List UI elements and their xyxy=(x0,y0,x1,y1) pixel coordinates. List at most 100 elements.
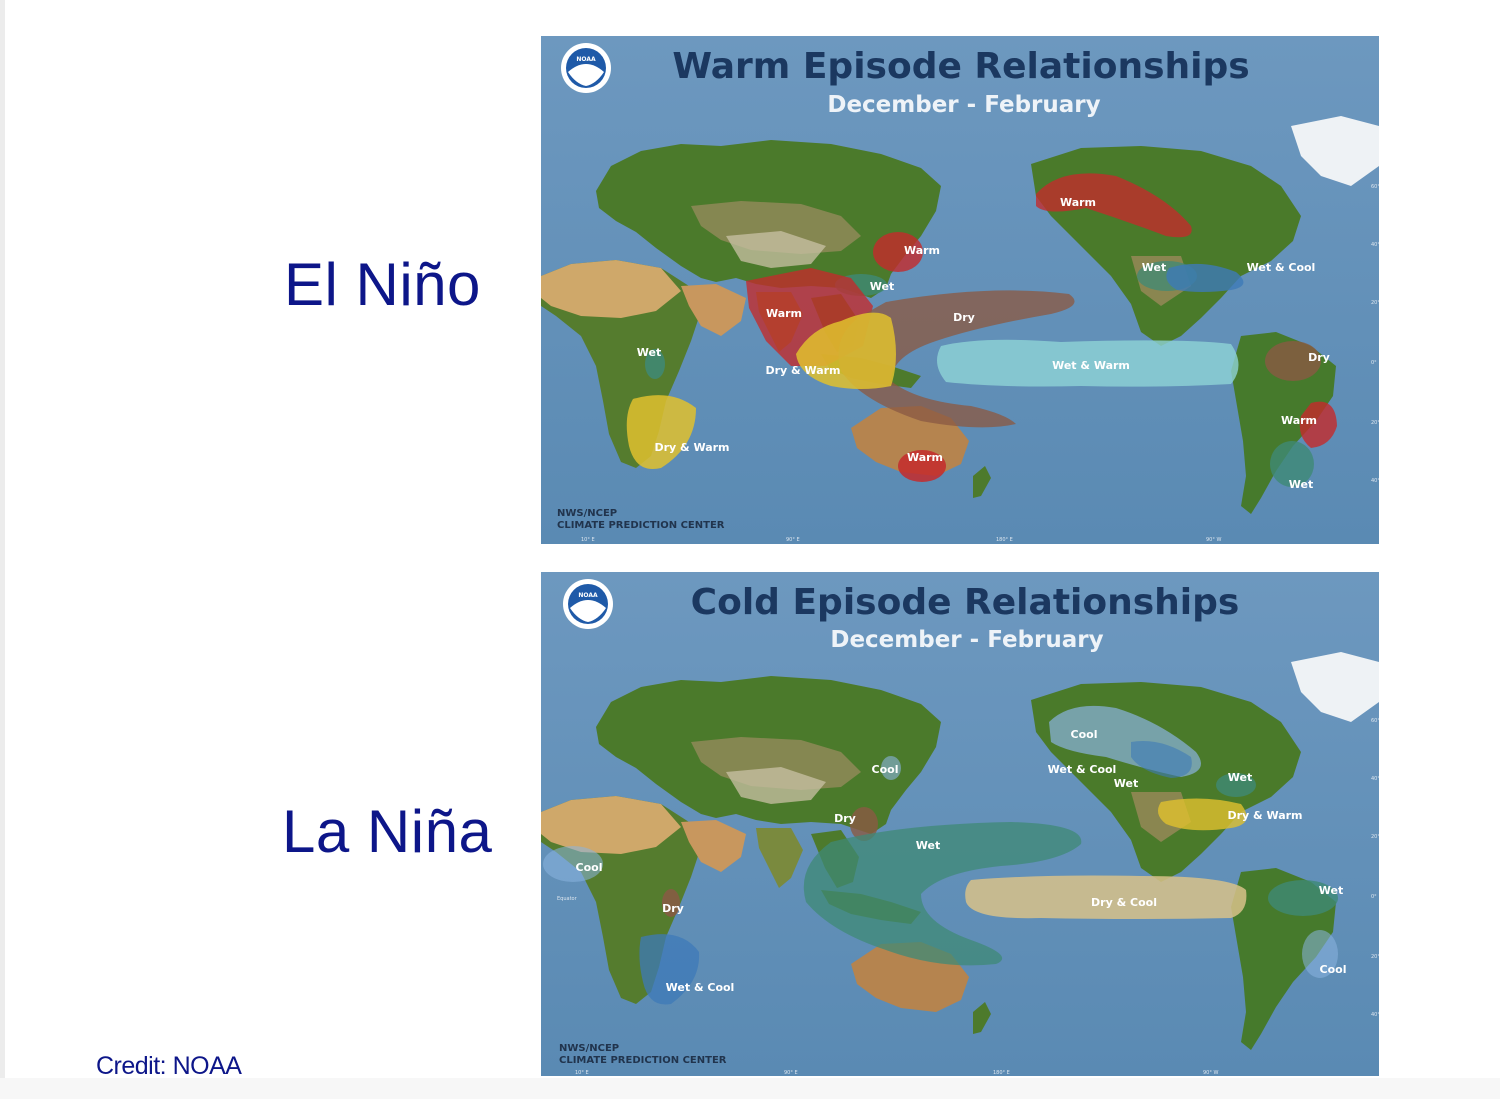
warm-episode-map: NOAA Warm Episode Relationships December… xyxy=(541,36,1379,544)
tick-label: 40° S xyxy=(1371,478,1379,484)
region-wetcool-gulf xyxy=(1166,263,1244,292)
tick-label: 20° S xyxy=(1371,420,1379,426)
map-subtitle: December - February xyxy=(827,92,1100,118)
tick-label: 0° xyxy=(1371,360,1377,366)
region-dry-eastafrica xyxy=(662,889,680,917)
region-warm-japan xyxy=(873,232,923,272)
region-label: Wet xyxy=(1228,771,1252,784)
region-cool-westafrica xyxy=(543,846,603,882)
tick-label: 90° W xyxy=(1203,1070,1218,1076)
tick-label: 90° W xyxy=(1206,537,1221,543)
region-label: Wet xyxy=(1289,478,1313,491)
cold-episode-map: NOAA Cold Episode Relationships December… xyxy=(541,572,1379,1076)
landmass-greenland xyxy=(1291,116,1379,186)
landmass-newzealand xyxy=(973,466,991,498)
region-drywarm-southafrica xyxy=(626,395,696,470)
region-label: Wet & Cool xyxy=(1048,763,1117,776)
region-label: Wet & Cool xyxy=(666,981,735,994)
region-label: Dry & Warm xyxy=(1227,809,1302,822)
map-credit-line1: NWS/NCEP xyxy=(557,508,617,519)
map-credit-line1: NWS/NCEP xyxy=(559,1043,619,1054)
slide-bottom-edge xyxy=(0,1078,1500,1099)
tick-label: 60° N xyxy=(1371,718,1379,724)
region-label: Warm xyxy=(766,307,802,320)
region-label: Warm xyxy=(904,244,940,257)
landmass-sahara xyxy=(541,260,681,318)
region-label: Wet xyxy=(637,346,661,359)
map-credit-line2: CLIMATE PREDICTION CENTER xyxy=(557,520,725,531)
region-label: Cool xyxy=(1320,963,1347,976)
region-label: Dry xyxy=(834,812,856,825)
region-dry-pacific xyxy=(838,290,1075,428)
region-label: Wet & Warm xyxy=(1052,359,1130,372)
tick-label: 20° S xyxy=(1371,954,1379,960)
region-label: Dry xyxy=(662,902,684,915)
landmass-greenland xyxy=(1291,652,1379,722)
region-label: Warm xyxy=(1281,414,1317,427)
region-drywarm-southus xyxy=(1157,798,1247,831)
region-label: Dry & Warm xyxy=(765,364,840,377)
tick-label: 10° E xyxy=(581,537,595,543)
region-wetcool-northwest xyxy=(1131,741,1192,778)
region-wet-northbrazil xyxy=(1268,880,1338,916)
region-drywarm-indonesia xyxy=(796,312,896,389)
region-dry-northbrazil xyxy=(1265,341,1321,381)
logo-text: NOAA xyxy=(576,56,596,63)
region-warm-southbrazil xyxy=(1299,401,1337,448)
credit-text: Credit: NOAA xyxy=(96,1052,242,1080)
region-wet-argentina xyxy=(1270,441,1314,487)
region-wetwarm-equatorial xyxy=(937,339,1239,387)
landmass-newzealand xyxy=(973,1002,991,1034)
tick-label: 40° S xyxy=(1371,1012,1379,1018)
map-credit-line2: CLIMATE PREDICTION CENTER xyxy=(559,1055,727,1066)
tick-label: 40° N xyxy=(1371,776,1379,782)
map-title: Warm Episode Relationships xyxy=(672,46,1249,87)
equator-label: Equator xyxy=(557,896,578,902)
region-label: Wet xyxy=(1142,261,1166,274)
noaa-logo: NOAA xyxy=(561,43,611,93)
landmass-arabia xyxy=(681,820,746,872)
region-warm-alaska xyxy=(1036,173,1192,238)
region-label: Wet xyxy=(1319,884,1343,897)
map-subtitle: December - February xyxy=(830,627,1103,653)
logo-text: NOAA xyxy=(578,592,598,599)
tick-label: 10° E xyxy=(575,1070,589,1076)
landmass-arabia xyxy=(681,284,746,336)
warm-map-svg: NOAA Warm Episode Relationships December… xyxy=(541,36,1379,544)
tick-label: 180° E xyxy=(996,537,1013,543)
tick-label: 20° N xyxy=(1371,834,1379,840)
region-label: Dry & Warm xyxy=(654,441,729,454)
region-label: Cool xyxy=(576,861,603,874)
tick-label: 20° N xyxy=(1371,300,1379,306)
region-label: Cool xyxy=(1071,728,1098,741)
slide-left-edge xyxy=(0,0,5,1099)
region-label: Wet xyxy=(870,280,894,293)
region-wet-pacific xyxy=(803,822,1082,966)
region-cool-japan xyxy=(881,756,901,780)
la-nina-label: La Niña xyxy=(282,798,493,865)
region-drycool-equatorial xyxy=(965,875,1247,919)
region-label: Warm xyxy=(907,451,943,464)
cold-map-svg: NOAA Cold Episode Relationships December… xyxy=(541,572,1379,1076)
region-label: Wet xyxy=(1114,777,1138,790)
map-ticks: 10° E 90° E 180° E 90° W 60° N 40° N 20°… xyxy=(575,718,1379,1076)
region-label: Wet xyxy=(916,839,940,852)
region-wet-ohio xyxy=(1216,773,1256,797)
tick-label: 180° E xyxy=(993,1070,1010,1076)
region-wet-eastafrica xyxy=(645,349,665,379)
landmass-himalaya xyxy=(726,767,826,804)
region-label: Dry xyxy=(953,311,975,324)
landmass-south-america xyxy=(1231,332,1336,514)
region-cool-southbrazil xyxy=(1302,930,1338,978)
map-title: Cold Episode Relationships xyxy=(691,582,1240,623)
tick-label: 40° N xyxy=(1371,242,1379,248)
el-nino-label: El Niño xyxy=(284,251,481,318)
noaa-logo: NOAA xyxy=(563,579,613,629)
map-ticks: 10° E 90° E 180° E 90° W 60° N 40° N 20°… xyxy=(581,184,1379,543)
landmass-himalaya xyxy=(726,231,826,268)
tick-label: 60° N xyxy=(1371,184,1379,190)
region-label: Wet & Cool xyxy=(1247,261,1316,274)
climate-regions: Cool Wet & Cool Wet Wet Dry & Warm Cool … xyxy=(543,705,1347,1005)
region-warm-seaustralia xyxy=(898,450,946,482)
climate-regions: Warm Warm Wet Warm Dry Dry & Warm Wet & … xyxy=(626,173,1337,491)
